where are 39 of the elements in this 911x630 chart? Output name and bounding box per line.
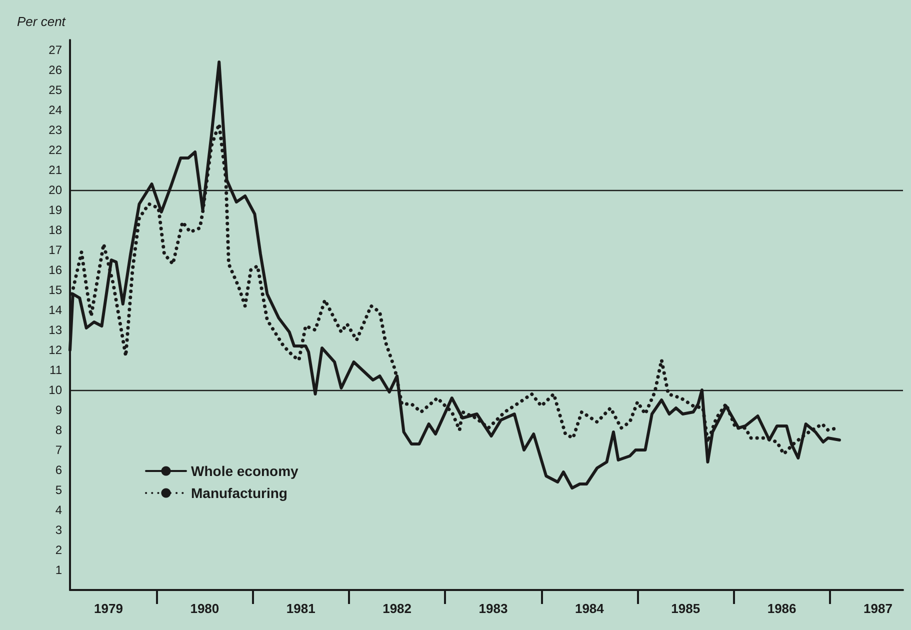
- y-tick-label: 10: [48, 383, 62, 397]
- y-tick-label: 1: [55, 563, 62, 577]
- y-axis-title: Per cent: [17, 14, 67, 29]
- y-tick-label: 4: [55, 503, 62, 517]
- y-tick-label: 2: [55, 543, 62, 557]
- x-tick-label: 1987: [864, 601, 892, 616]
- legend-label: Manufacturing: [191, 485, 288, 501]
- y-tick-label: 22: [48, 143, 62, 157]
- y-tick-label: 23: [48, 123, 62, 137]
- y-tick-label: 27: [48, 43, 62, 57]
- y-tick-label: 26: [48, 63, 62, 77]
- y-tick-label: 6: [55, 463, 62, 477]
- x-tick-label: 1983: [478, 601, 508, 616]
- y-tick-label: 20: [48, 183, 62, 197]
- x-tick-label: 1979: [94, 601, 123, 616]
- y-tick-label: 7: [55, 443, 62, 457]
- y-tick-label: 13: [48, 323, 62, 337]
- y-tick-label: 5: [55, 483, 62, 497]
- y-tick-label: 12: [48, 343, 62, 357]
- y-tick-label: 8: [55, 423, 62, 437]
- x-tick-label: 1984: [574, 601, 605, 616]
- y-tick-label: 3: [55, 523, 62, 537]
- y-tick-label: 24: [48, 103, 62, 117]
- x-tick-label: 1985: [671, 601, 700, 616]
- x-tick-label: 1981: [286, 601, 316, 616]
- y-tick-label: 25: [48, 83, 62, 97]
- y-tick-label: 11: [50, 363, 62, 377]
- y-tick-label: 15: [48, 283, 62, 297]
- y-tick-label: 21: [48, 163, 62, 177]
- x-tick-label: 1982: [382, 601, 412, 616]
- y-tick-label: 16: [48, 263, 62, 277]
- legend-label: Whole economy: [191, 463, 299, 479]
- y-tick-label: 18: [48, 223, 62, 237]
- y-tick-label: 14: [48, 303, 62, 317]
- x-tick-label: 1980: [190, 601, 220, 616]
- y-tick-label: 19: [48, 203, 62, 217]
- y-tick-label: 9: [55, 403, 62, 417]
- x-tick-label: 1986: [767, 601, 796, 616]
- y-tick-label: 17: [48, 243, 62, 257]
